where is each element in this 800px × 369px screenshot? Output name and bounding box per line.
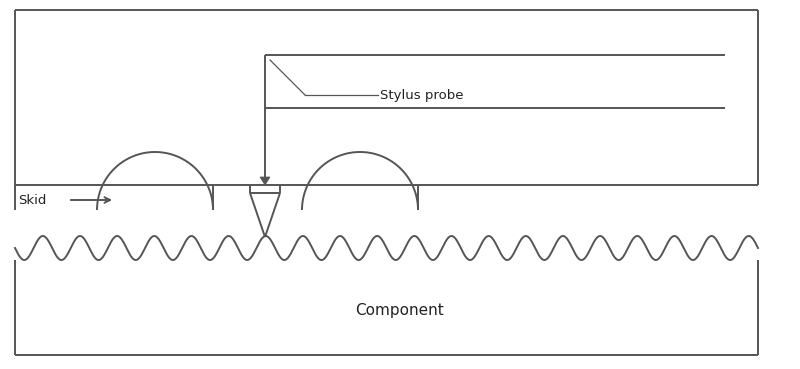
Polygon shape [260, 177, 270, 185]
Text: Skid: Skid [18, 193, 46, 207]
Text: Component: Component [356, 303, 444, 317]
Text: Stylus probe: Stylus probe [380, 89, 463, 101]
